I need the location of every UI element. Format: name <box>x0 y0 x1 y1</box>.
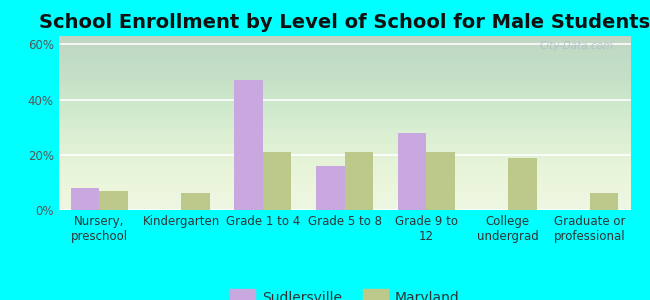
Bar <box>71 188 99 210</box>
Bar <box>398 133 426 210</box>
Bar <box>263 152 291 210</box>
Title: School Enrollment by Level of School for Male Students: School Enrollment by Level of School for… <box>39 13 650 32</box>
Bar <box>426 152 455 210</box>
Bar <box>234 80 263 210</box>
Bar <box>344 152 373 210</box>
Bar <box>316 166 344 210</box>
Legend: Sudlersville, Maryland: Sudlersville, Maryland <box>224 283 465 300</box>
Bar <box>181 194 210 210</box>
Text: City-Data.com: City-Data.com <box>540 41 614 51</box>
Bar <box>508 158 536 210</box>
Bar <box>590 194 618 210</box>
Bar <box>99 191 128 210</box>
